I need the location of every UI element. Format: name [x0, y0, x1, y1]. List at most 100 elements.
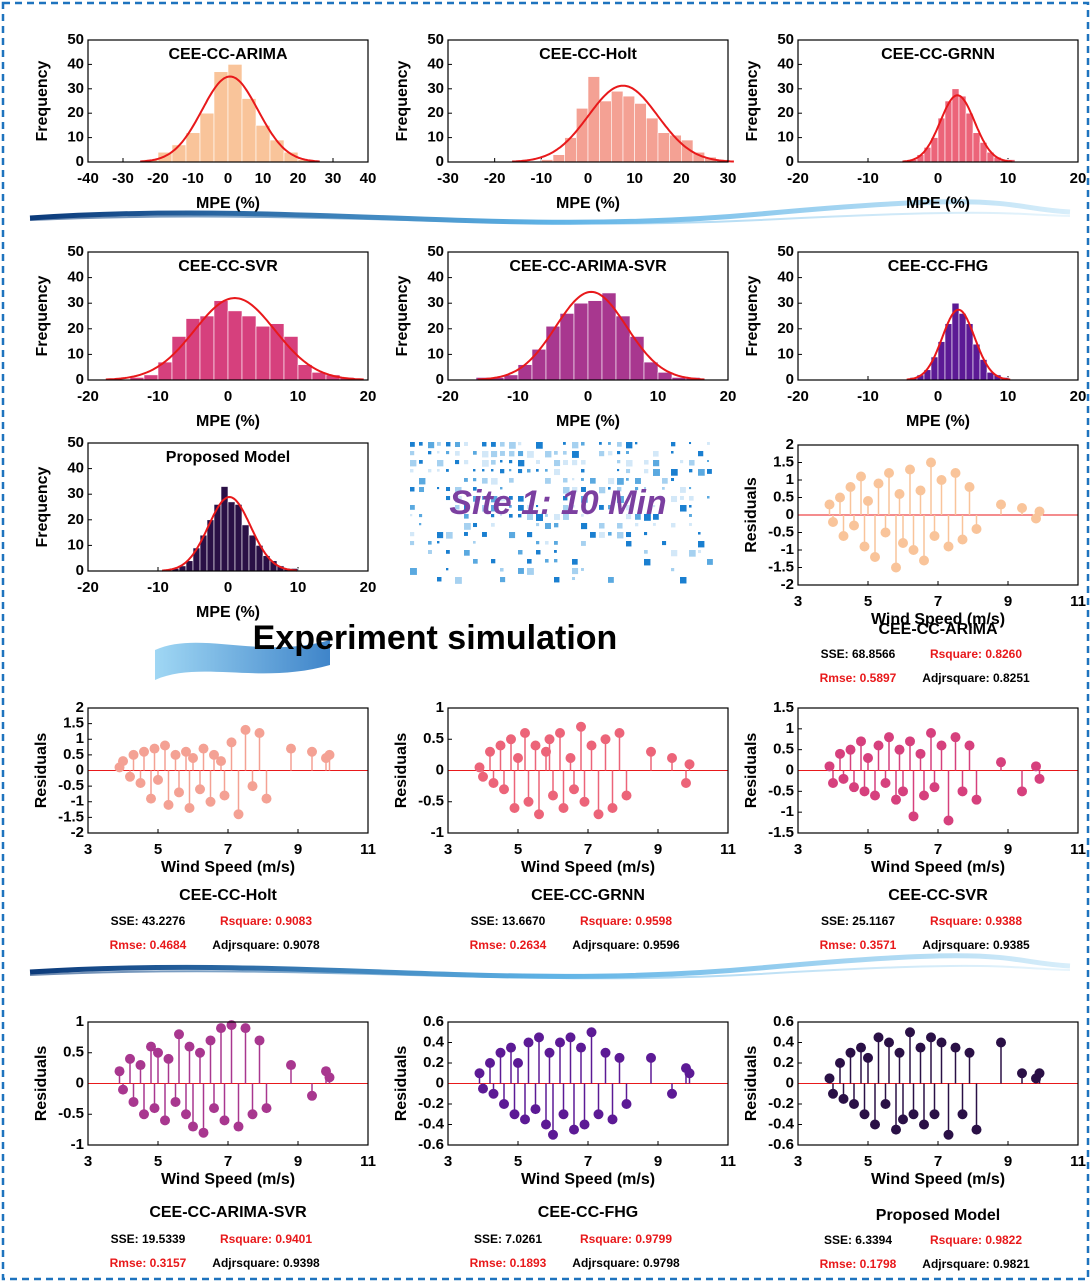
y-tick-label: 0 — [76, 1074, 84, 1091]
x-tick-label: 20 — [1070, 388, 1087, 405]
point — [593, 809, 604, 820]
square — [653, 469, 660, 476]
x-tick-label: 11 — [1070, 1153, 1086, 1170]
x-tick-label: -20 — [484, 170, 506, 187]
panel: 3 5 7 9 11 -0.6 -0.4 -0.2 0 0.2 0.4 0.6 Proposed Mod… — [743, 1013, 1086, 1271]
x-tick-label: 9 — [294, 1153, 302, 1170]
square — [617, 469, 620, 472]
point — [880, 1099, 891, 1109]
square — [572, 442, 579, 449]
point — [614, 728, 625, 738]
point — [174, 787, 184, 798]
x-tick-label: 10 — [290, 579, 307, 596]
y-tick-label: 0 — [436, 153, 444, 170]
square — [455, 442, 461, 448]
x-tick-label: -10 — [182, 170, 204, 187]
point — [579, 796, 590, 807]
square — [662, 487, 665, 490]
x-tick-label: 3 — [444, 841, 452, 858]
square — [437, 541, 440, 544]
square — [554, 460, 561, 467]
square — [581, 442, 585, 446]
y-tick-label: 0.6 — [423, 1013, 444, 1030]
square — [518, 514, 522, 518]
stat: SSE: 43.2276 — [111, 914, 186, 928]
panel: 3 5 7 9 11 -1 -0.5 0 0.5 1 CEE-CC-GRNN SSE: 13.6670… — [393, 699, 736, 952]
square — [473, 487, 477, 491]
point — [219, 790, 230, 801]
fit-curve — [512, 84, 734, 163]
square — [698, 541, 705, 548]
square — [527, 514, 533, 520]
square — [617, 532, 624, 539]
square — [419, 487, 425, 493]
point — [607, 1114, 618, 1125]
separator-wave — [29, 199, 1071, 980]
plot-frame — [87, 442, 369, 572]
point — [929, 1109, 940, 1120]
square — [662, 541, 667, 546]
y-tick-label: 1 — [436, 699, 444, 716]
x-axis-label: MPE (%) — [556, 413, 620, 430]
point — [898, 1114, 908, 1125]
panel: 3 5 7 9 11 -1 -0.5 0 0.5 1 CEE-CC-ARIMA-SVR SSE: 19… — [33, 1013, 376, 1270]
y-tick-label: 50 — [777, 243, 794, 260]
fit-curve — [906, 308, 1011, 381]
square — [464, 505, 470, 511]
point — [307, 1090, 317, 1101]
point — [135, 778, 146, 788]
point — [856, 1042, 866, 1053]
y-tick-label: 10 — [427, 345, 444, 362]
point — [957, 786, 968, 797]
point — [908, 545, 919, 555]
x-tick-label: 9 — [1004, 841, 1012, 858]
x-tick-label: 5 — [514, 1153, 522, 1170]
point — [957, 1109, 968, 1120]
x-axis-label: Wind Speed (m/s) — [161, 859, 295, 876]
point — [181, 1109, 191, 1120]
bar — [227, 310, 243, 381]
square — [608, 577, 614, 583]
x-tick-label: 20 — [1070, 170, 1087, 187]
point — [996, 757, 1006, 768]
point — [254, 1035, 265, 1046]
point — [160, 740, 170, 751]
point — [478, 771, 488, 782]
square — [626, 460, 633, 467]
panel: -20 -10 0 10 20 0 10 20 30 40 50 Proposed Model MPE … — [34, 434, 376, 621]
square — [428, 451, 432, 455]
panel: -20 -10 0 10 20 0 10 20 30 40 50 CEE-CC-GRNN MPE (%)… — [744, 31, 1086, 212]
bar — [517, 364, 533, 381]
y-axis-label: Residuals — [393, 733, 410, 809]
x-tick-label: 9 — [294, 841, 302, 858]
stat: Adjrsquare: 0.8251 — [922, 671, 1030, 685]
x-tick-label: 7 — [224, 841, 232, 858]
square — [572, 577, 576, 581]
bar — [213, 300, 229, 381]
point — [170, 749, 181, 760]
point — [828, 517, 838, 527]
square — [491, 469, 494, 472]
point — [880, 527, 891, 538]
square — [428, 442, 435, 449]
square — [536, 550, 541, 555]
point — [926, 1032, 936, 1043]
square — [617, 442, 622, 447]
y-tick-label: 10 — [427, 129, 444, 146]
square — [626, 505, 632, 511]
point — [863, 753, 873, 763]
point — [593, 1109, 604, 1120]
square — [527, 532, 533, 538]
point — [849, 782, 859, 793]
square — [500, 496, 506, 502]
square — [599, 523, 605, 529]
y-tick-label: -0.4 — [418, 1115, 445, 1132]
square — [707, 460, 710, 463]
point — [523, 1037, 534, 1048]
point — [905, 736, 915, 747]
square — [698, 469, 705, 476]
y-tick-label: 20 — [67, 511, 84, 528]
point — [936, 475, 947, 485]
square — [509, 451, 515, 457]
stat: Rsquare: 0.9799 — [580, 1232, 672, 1246]
